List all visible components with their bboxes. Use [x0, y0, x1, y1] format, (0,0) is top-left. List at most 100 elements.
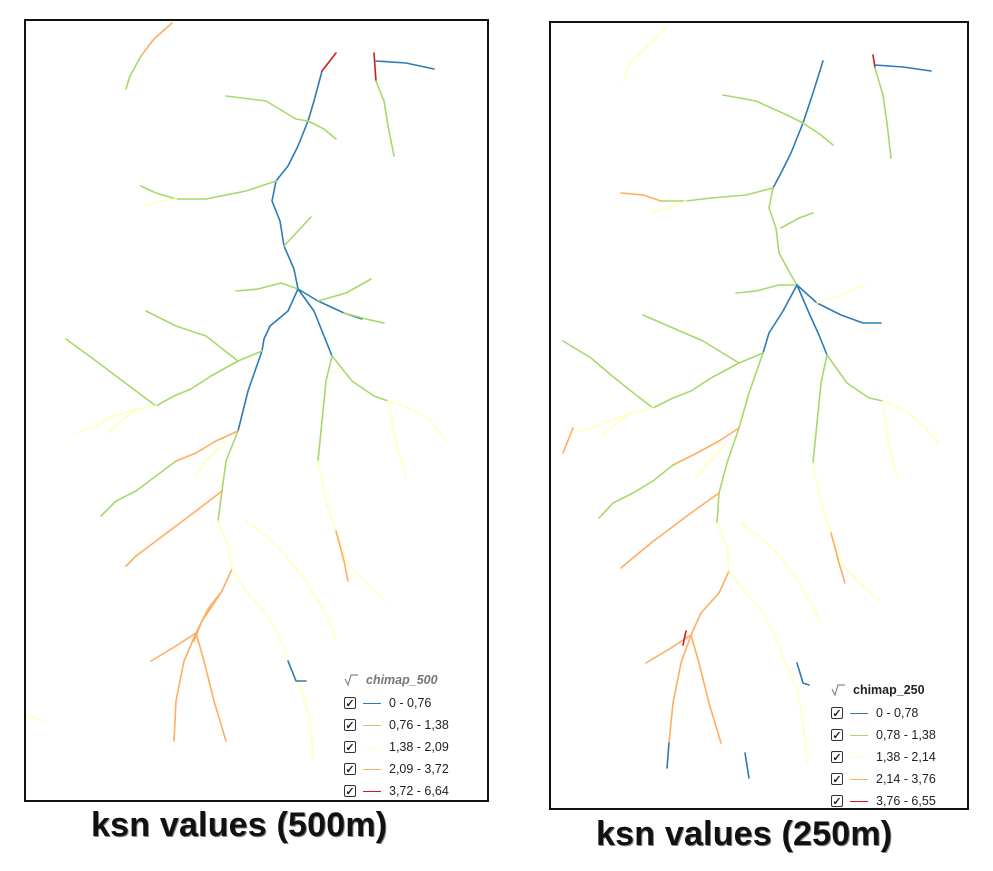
- legend-item[interactable]: ✓ 3,76 - 6,55: [831, 790, 936, 808]
- river-segment: [668, 570, 730, 744]
- legend-swatch: [363, 790, 381, 792]
- legend-layer-name: chimap_500: [366, 673, 438, 687]
- checkbox[interactable]: ✓: [831, 751, 843, 764]
- river-segment: [125, 55, 142, 90]
- river-segment: [598, 464, 674, 519]
- legend-item-label: 2,09 - 3,72: [389, 762, 449, 776]
- river-segment: [125, 490, 223, 567]
- river-segment: [225, 95, 309, 122]
- checkbox[interactable]: ✓: [344, 785, 356, 798]
- legend-layer-name: chimap_250: [853, 683, 925, 697]
- legend-item[interactable]: ✓ 0 - 0,78: [831, 702, 936, 724]
- river-segment: [740, 522, 822, 624]
- legend-item-label: 2,14 - 3,76: [876, 772, 936, 786]
- river-segment: [802, 122, 834, 146]
- river-segment: [812, 354, 828, 464]
- river-segment: [193, 590, 223, 642]
- legend-item[interactable]: ✓ 0 - 0,76: [344, 692, 449, 714]
- legend-swatch: [850, 734, 868, 736]
- river-segment: [874, 67, 892, 159]
- legend-swatch: [363, 768, 381, 770]
- checkbox[interactable]: ✓: [344, 763, 356, 776]
- checkbox[interactable]: ✓: [344, 741, 356, 754]
- river-segment: [235, 282, 299, 292]
- legend-item-label: 0 - 0,78: [876, 706, 919, 720]
- legend-item[interactable]: ✓ 1,38 - 2,14: [831, 746, 936, 768]
- river-segment: [744, 752, 750, 779]
- river-segment: [375, 80, 395, 157]
- map-panel-250m: chimap_250 ✓ 0 - 0,78 ✓ 0,78 - 1,38 ✓ 1,…: [549, 21, 969, 810]
- river-segment: [812, 462, 882, 602]
- river-segment: [602, 412, 632, 436]
- river-segment: [768, 187, 798, 286]
- legend-swatch: [363, 724, 381, 726]
- river-segment: [666, 742, 670, 769]
- layer-style-icon: [344, 673, 366, 687]
- river-segment: [107, 408, 137, 434]
- checkbox[interactable]: ✓: [831, 707, 843, 720]
- legend-item[interactable]: ✓ 3,72 - 6,64: [344, 780, 449, 800]
- checkbox[interactable]: ✓: [344, 719, 356, 732]
- river-segment: [150, 632, 197, 662]
- legend-item-label: 0,78 - 1,38: [876, 728, 936, 742]
- legend-swatch: [850, 712, 868, 714]
- legend-item-label: 0 - 0,76: [389, 696, 432, 710]
- river-segment: [140, 22, 173, 57]
- river-segment: [682, 630, 687, 646]
- caption-500m: ksn values (500m): [91, 806, 388, 844]
- legend-swatch: [850, 756, 868, 758]
- river-segment: [660, 187, 774, 202]
- river-segment: [830, 532, 846, 584]
- river-segment: [620, 492, 720, 569]
- legend-item[interactable]: ✓ 1,38 - 2,09: [344, 736, 449, 758]
- legend-header[interactable]: chimap_250: [831, 681, 936, 699]
- checkbox[interactable]: ✓: [344, 697, 356, 710]
- legend-item[interactable]: ✓ 0,76 - 1,38: [344, 714, 449, 736]
- river-segment: [245, 520, 337, 642]
- river-segment: [652, 352, 764, 409]
- river-segment: [622, 24, 670, 82]
- river-segment: [872, 54, 876, 69]
- river-segment: [696, 442, 728, 479]
- river-segment: [217, 520, 233, 570]
- legend-item[interactable]: ✓ 0,78 - 1,38: [831, 724, 936, 746]
- river-segment: [195, 632, 227, 742]
- river-segment: [145, 310, 239, 362]
- legend-item[interactable]: ✓ 2,14 - 3,76: [831, 768, 936, 790]
- checkbox[interactable]: ✓: [831, 795, 843, 808]
- legend: chimap_250 ✓ 0 - 0,78 ✓ 0,78 - 1,38 ✓ 1,…: [831, 681, 936, 808]
- river-segment: [283, 216, 312, 247]
- river-segment: [373, 52, 377, 82]
- caption-250m: ksn values (250m): [596, 815, 893, 853]
- river-segment: [796, 284, 882, 324]
- checkbox[interactable]: ✓: [831, 773, 843, 786]
- legend-item-label: 3,72 - 6,64: [389, 784, 449, 798]
- river-segment: [297, 288, 333, 357]
- river-segment: [155, 350, 263, 407]
- layer-style-icon: [831, 683, 853, 697]
- river-segment: [672, 427, 740, 466]
- river-segment: [642, 314, 740, 364]
- river-segment: [27, 715, 45, 722]
- legend-swatch: [850, 800, 868, 802]
- river-segment: [261, 288, 299, 352]
- river-segment: [343, 312, 385, 324]
- legend-swatch: [363, 702, 381, 704]
- river-segment: [317, 278, 372, 302]
- legend-header[interactable]: chimap_500: [344, 671, 449, 689]
- river-segment: [620, 192, 662, 202]
- river-network-map: [27, 22, 447, 762]
- river-segment: [650, 200, 687, 214]
- river-segment: [690, 634, 722, 744]
- river-segment: [738, 352, 764, 429]
- river-segment: [287, 660, 307, 682]
- river-segment: [762, 284, 798, 354]
- river-segment: [100, 460, 177, 517]
- checkbox[interactable]: ✓: [831, 729, 843, 742]
- legend-item[interactable]: ✓ 2,09 - 3,72: [344, 758, 449, 780]
- river-segment: [317, 355, 333, 462]
- river-segment: [143, 198, 177, 207]
- river-segment: [321, 52, 337, 72]
- river-segment: [237, 350, 263, 432]
- river-segment: [716, 427, 740, 524]
